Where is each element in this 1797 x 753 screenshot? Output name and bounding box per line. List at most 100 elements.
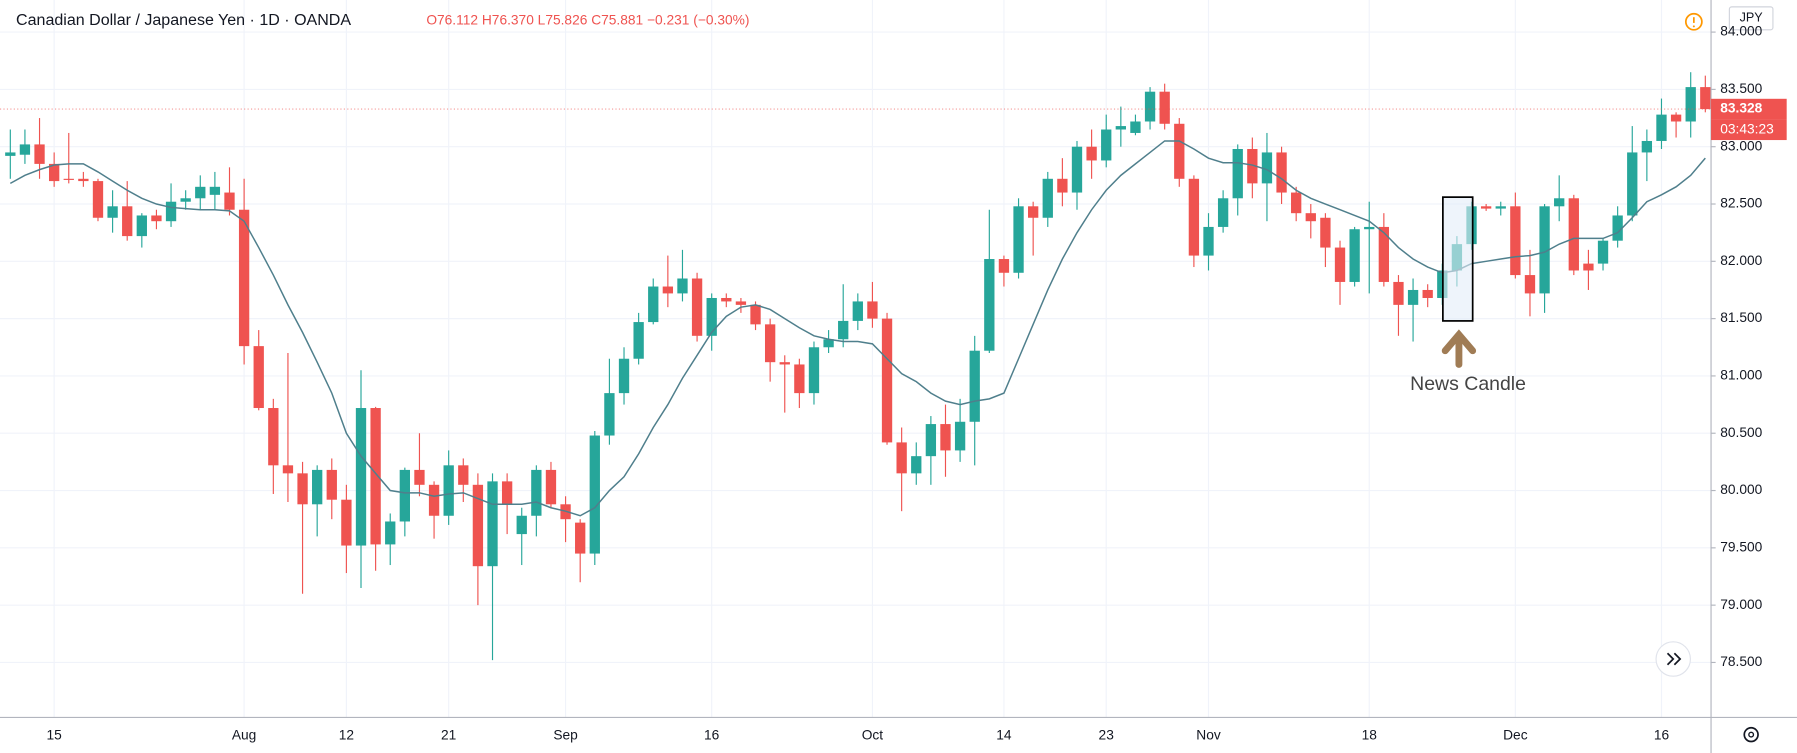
x-tick-label: 16 [704,727,720,742]
candle-body [1364,226,1375,230]
candle-body [92,181,104,218]
x-tick-label: 15 [47,727,63,742]
candle-body [1217,198,1229,227]
candle-body [34,144,45,164]
candle-body [1057,178,1068,193]
candle-body [940,424,951,451]
candle-body [1086,146,1097,161]
y-tick-label: 80.000 [1720,482,1762,497]
candle-body [677,278,688,294]
candle-body [589,435,600,554]
candle-body [648,286,659,323]
candle-body [1349,229,1360,282]
candle-body [1539,206,1550,294]
candle-body [1670,114,1682,122]
grid [0,0,1712,718]
candle-body [458,465,469,485]
annotation: News Candle [1410,373,1526,395]
candle-body [1480,206,1492,209]
candle-body [1422,289,1433,298]
candle-body [487,481,498,567]
candle-body [1247,148,1258,184]
settings-icon[interactable] [1743,726,1759,743]
x-tick-label: Dec [1503,727,1528,742]
x-tick-label: 12 [339,727,354,742]
candle-body [633,322,644,359]
candle-body [618,358,630,394]
candle-body [852,301,863,321]
candle-body [1101,129,1112,161]
candle-body [122,206,133,237]
x-tick-label: 23 [1099,727,1115,742]
y-tick-label: 82.000 [1720,253,1762,268]
candle-body [238,209,250,347]
candle-body [1685,87,1696,122]
news-candle-box [1442,196,1474,322]
y-tick-label: 81.000 [1720,368,1762,383]
y-tick-label: 83.500 [1720,81,1762,96]
y-tick-label: 83.000 [1720,138,1762,153]
candle-body [764,324,776,363]
candle-body [1524,275,1536,294]
candle-body [823,339,834,348]
candle-body [501,481,513,505]
candle-body [1656,114,1667,141]
candle-body [1188,178,1200,256]
candle-body [399,469,410,522]
currency: JPY [1740,11,1764,25]
candle-body [516,515,527,535]
candle-body [1495,206,1506,209]
candle-body [881,318,893,443]
currency-box[interactable] [1728,6,1774,31]
candle-body [1232,148,1243,199]
candle-body [1627,152,1638,216]
candle-body [282,465,294,474]
warning-icon-dot [1692,25,1695,28]
y-tick-label: 82.500 [1720,196,1762,211]
candle-body [911,456,922,474]
candle-body [1042,178,1053,218]
candle-body [224,192,235,210]
candle-body [1203,226,1214,256]
candle-body [575,522,586,554]
candle-body [604,393,615,436]
x-tick-label: 16 [1654,727,1670,742]
candle-body [1159,91,1170,124]
candle-body [1028,206,1039,218]
candle-body [195,186,206,199]
x-tick-label: Aug [232,727,256,742]
news-arrow [1441,329,1477,368]
candle-body [48,163,60,182]
y-tick-label: 78.500 [1720,654,1762,669]
candle-body [1612,215,1623,241]
candle-body [1554,198,1565,207]
warning-icon[interactable] [1684,12,1703,31]
candle-body [531,469,542,516]
candle-body [1320,217,1331,248]
candle-body [443,465,454,516]
x-tick-label: Oct [862,727,884,742]
candle-body [165,201,177,222]
x-tick-label: Sep [553,727,578,742]
x-tick-label: 14 [996,727,1012,742]
y-tick-label: 79.000 [1720,597,1762,612]
candle-body [998,259,1010,273]
last-price-label: 83.328 [1720,101,1762,116]
x-tick-label: Nov [1196,727,1221,742]
y-tick-label: 81.500 [1720,310,1762,325]
y-tick-label: 80.500 [1720,425,1762,440]
candle-body [954,421,966,451]
candle-body [385,521,396,545]
moving-average [9,140,1706,517]
x-tick-label: 18 [1362,727,1378,742]
candle-body [472,484,484,567]
candle-body [896,442,907,474]
candle-body [1174,123,1185,179]
candle-body [268,408,279,466]
candle-body [794,364,805,394]
candle-body [414,469,425,485]
candle-body [78,178,89,182]
candle-body [1144,91,1156,122]
